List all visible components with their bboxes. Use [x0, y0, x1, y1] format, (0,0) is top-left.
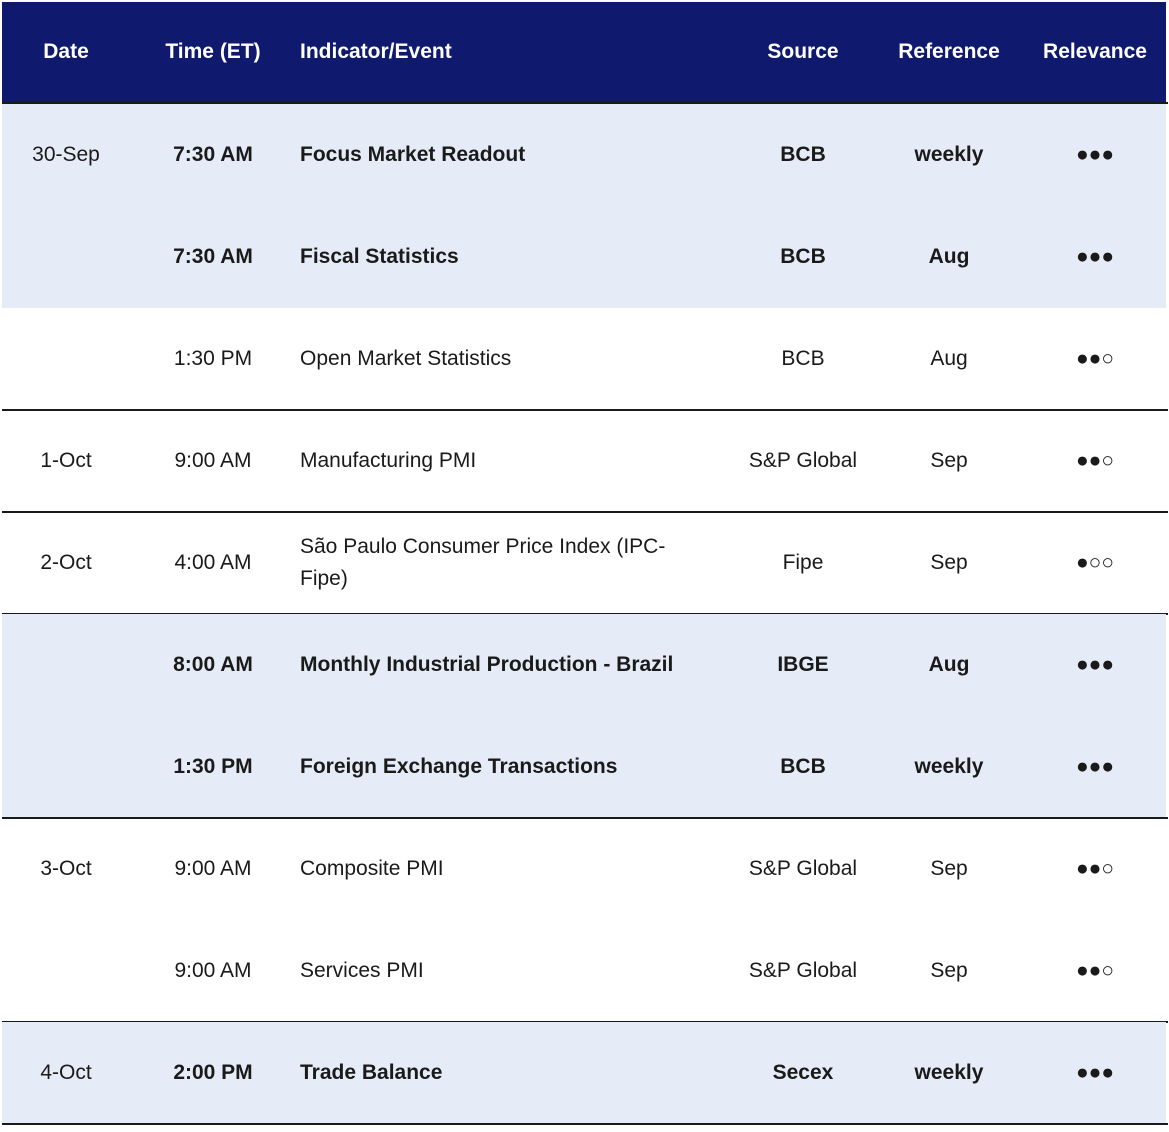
header-bar: [2, 2, 1166, 102]
reference-cell: Sep: [930, 551, 968, 574]
source-cell: IBGE: [777, 653, 829, 676]
reference-cell: Aug: [930, 347, 968, 370]
source-cell: S&P Global: [748, 449, 858, 472]
header-cell: Date: [43, 40, 89, 63]
relevance-cell: ●●○: [1075, 347, 1115, 370]
row-highlight: [2, 614, 1166, 716]
date-cell: 3-Oct: [40, 857, 92, 880]
source-cell: BCB: [780, 245, 826, 268]
source-cell: S&P Global: [748, 959, 858, 982]
time-cell: 4:00 AM: [174, 551, 252, 574]
event-cell: São Paulo Consumer Price Index (IPC-Fipe…: [300, 535, 666, 590]
row-highlight: [2, 104, 1166, 206]
date-cell: 1-Oct: [40, 449, 92, 472]
reference-cell: Sep: [930, 857, 968, 880]
row-rule: [2, 817, 1168, 819]
event-cell: Trade Balance: [300, 1061, 443, 1084]
source-cell: BCB: [780, 755, 826, 778]
header-cell: Time (ET): [165, 40, 261, 63]
event-cell: Fiscal Statistics: [300, 245, 459, 268]
header-cell: Reference: [898, 40, 1000, 63]
header-rule: [2, 102, 1168, 104]
time-cell: 8:00 AM: [173, 653, 253, 676]
relevance-cell: ●○○: [1075, 551, 1115, 574]
event-cell: Composite PMI: [300, 857, 444, 880]
time-cell: 9:00 AM: [174, 857, 252, 880]
time-cell: 7:30 AM: [173, 143, 253, 166]
row-highlight: [2, 206, 1166, 308]
event-cell: Open Market Statistics: [300, 347, 512, 370]
source-cell: BCB: [780, 143, 826, 166]
date-cell: 4-Oct: [40, 1061, 92, 1084]
time-cell: 9:00 AM: [174, 959, 252, 982]
reference-cell: weekly: [914, 755, 984, 778]
relevance-cell: ●●●: [1075, 1061, 1115, 1084]
header-cell: Indicator/Event: [300, 40, 452, 63]
header-cell: Source: [767, 40, 839, 63]
reference-cell: Sep: [930, 959, 968, 982]
reference-cell: weekly: [914, 143, 984, 166]
row-highlight: [2, 716, 1166, 818]
relevance-cell: ●●○: [1075, 449, 1115, 472]
reference-cell: Sep: [930, 449, 968, 472]
relevance-cell: ●●○: [1075, 959, 1115, 982]
event-cell: Services PMI: [300, 959, 424, 982]
source-cell: S&P Global: [748, 857, 858, 880]
row-rule: [2, 511, 1168, 513]
date-cell: 30-Sep: [32, 143, 100, 166]
date-cell: 2-Oct: [40, 551, 92, 574]
relevance-cell: ●●●: [1075, 755, 1115, 778]
relevance-cell: ●●●: [1075, 245, 1115, 268]
time-cell: 1:30 PM: [173, 755, 253, 778]
row-rule: [2, 1123, 1168, 1125]
event-cell: Manufacturing PMI: [300, 449, 477, 472]
time-cell: 9:00 AM: [174, 449, 252, 472]
event-cell: Focus Market Readout: [300, 143, 526, 166]
header-cell: Relevance: [1043, 40, 1147, 63]
relevance-cell: ●●●: [1075, 653, 1115, 676]
reference-cell: Aug: [928, 653, 970, 676]
source-cell: BCB: [781, 347, 825, 370]
row-highlight: [2, 1022, 1166, 1124]
source-cell: Fipe: [782, 551, 824, 574]
reference-cell: Aug: [928, 245, 970, 268]
source-cell: Secex: [772, 1061, 834, 1084]
time-cell: 2:00 PM: [173, 1061, 253, 1084]
time-cell: 7:30 AM: [173, 245, 253, 268]
event-cell: Foreign Exchange Transactions: [300, 755, 618, 778]
time-cell: 1:30 PM: [173, 347, 253, 370]
event-cell: Monthly Industrial Production - Brazil: [300, 653, 674, 676]
relevance-cell: ●●●: [1075, 143, 1115, 166]
row-rule: [2, 409, 1168, 411]
reference-cell: weekly: [914, 1061, 984, 1084]
relevance-cell: ●●○: [1075, 857, 1115, 880]
